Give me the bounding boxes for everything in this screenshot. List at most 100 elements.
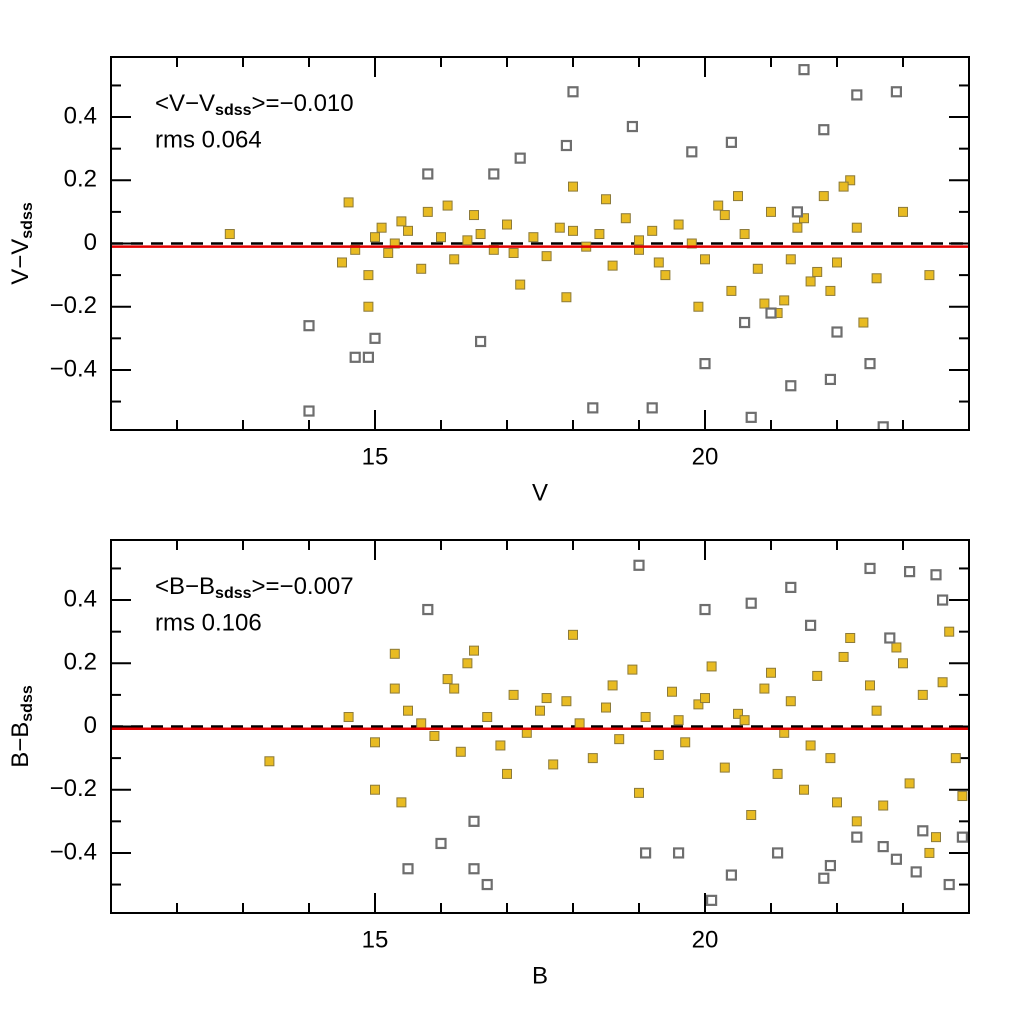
data-point xyxy=(502,768,512,779)
data-point xyxy=(349,351,361,363)
data-point xyxy=(771,847,784,859)
data-point xyxy=(706,661,717,672)
data-point xyxy=(719,210,730,221)
data-point xyxy=(350,244,361,255)
y-tick-label: −0.2 xyxy=(50,292,97,319)
y-label-main: B−B xyxy=(7,722,34,768)
data-point xyxy=(884,632,896,644)
data-point xyxy=(633,559,645,571)
data-point xyxy=(824,373,837,386)
data-point xyxy=(422,206,433,217)
data-point xyxy=(785,581,797,594)
y-tick-label: 0 xyxy=(84,712,97,739)
data-point xyxy=(303,405,315,417)
data-point xyxy=(646,402,658,414)
data-point xyxy=(779,295,790,306)
data-point xyxy=(403,225,413,236)
data-point xyxy=(705,894,718,906)
data-point xyxy=(845,632,856,643)
data-point xyxy=(878,800,889,811)
data-point xyxy=(818,191,829,202)
data-point xyxy=(337,257,347,268)
data-point xyxy=(495,740,506,751)
data-point xyxy=(396,216,407,227)
data-point xyxy=(416,263,427,274)
data-point xyxy=(957,791,968,802)
data-point xyxy=(930,569,942,581)
data-point xyxy=(548,759,559,770)
data-point xyxy=(462,235,473,246)
data-point xyxy=(818,872,830,884)
data-point xyxy=(877,421,889,430)
mean-suffix: >=−0.010 xyxy=(252,90,354,117)
data-point xyxy=(541,693,552,704)
data-point xyxy=(726,285,737,296)
y-tick-label: 0.2 xyxy=(64,649,97,676)
rms-annotation: rms 0.064 xyxy=(155,126,262,153)
data-point xyxy=(838,651,849,662)
data-point xyxy=(792,222,803,233)
data-point xyxy=(416,718,427,729)
data-point xyxy=(805,276,816,287)
x-tick-label: 15 xyxy=(362,926,389,953)
data-point xyxy=(574,718,585,729)
data-point xyxy=(502,219,512,230)
data-point xyxy=(462,658,473,669)
data-point xyxy=(601,702,611,713)
plot-frame xyxy=(110,56,970,431)
data-point xyxy=(554,222,565,233)
data-point xyxy=(396,797,407,808)
data-point xyxy=(818,124,830,136)
data-point xyxy=(937,677,948,688)
data-point xyxy=(514,152,526,164)
data-point xyxy=(653,749,664,760)
data-point xyxy=(950,753,961,764)
data-point xyxy=(389,238,400,249)
data-point xyxy=(745,597,757,609)
data-point xyxy=(560,139,573,152)
data-point xyxy=(363,301,374,312)
data-point xyxy=(785,254,796,265)
data-point xyxy=(799,784,809,795)
data-point xyxy=(733,191,743,202)
mean-annotation: <B−Bsdss>=−0.007 xyxy=(155,573,354,602)
data-point xyxy=(733,708,743,719)
data-point xyxy=(488,244,499,255)
data-point xyxy=(791,206,804,218)
data-point xyxy=(568,225,578,236)
data-point xyxy=(693,301,704,312)
data-point xyxy=(917,825,929,837)
data-point xyxy=(422,603,434,616)
data-point xyxy=(924,847,935,858)
data-point xyxy=(370,737,380,748)
data-point xyxy=(824,859,837,872)
points xyxy=(224,64,935,430)
y-tick-label: 0.2 xyxy=(64,166,97,193)
data-point xyxy=(832,797,842,808)
data-point xyxy=(528,232,539,243)
y-axis-label: B−Bsdss xyxy=(7,685,36,768)
data-point xyxy=(363,270,374,281)
data-point xyxy=(864,358,876,370)
data-point xyxy=(475,335,487,348)
data-point xyxy=(725,869,738,881)
data-point xyxy=(943,878,955,891)
data-point xyxy=(303,320,315,332)
data-point xyxy=(647,225,658,236)
y-label-sub: sdss xyxy=(19,202,36,239)
data-point xyxy=(568,629,578,640)
data-point xyxy=(765,307,777,319)
data-point xyxy=(370,784,380,795)
data-point xyxy=(738,316,751,329)
rms-annotation: rms 0.106 xyxy=(155,609,262,636)
x-tick-label: 20 xyxy=(692,926,719,953)
data-point xyxy=(482,712,493,723)
data-point xyxy=(468,863,480,875)
data-point xyxy=(686,238,697,249)
data-point xyxy=(725,136,738,148)
data-point xyxy=(369,332,381,344)
data-point xyxy=(924,270,935,281)
data-point xyxy=(403,705,413,716)
